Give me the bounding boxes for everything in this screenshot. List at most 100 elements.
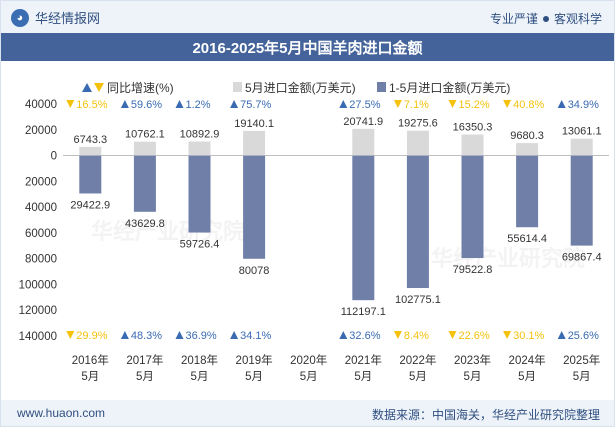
x-tick-label: 5月 — [464, 371, 482, 383]
legend-series2-label: 1-5月进口金额(万美元) — [389, 80, 510, 95]
bullet-icon — [542, 16, 549, 22]
x-tick-label: 5月 — [518, 371, 536, 383]
bar-may-value-label: 19140.1 — [234, 118, 274, 130]
x-tick-label: 2016年 — [72, 353, 109, 367]
yoy-up-triangle-icon — [230, 331, 239, 339]
bar-jan-may-value-label: 80078 — [239, 265, 270, 277]
yoy-down-triangle-icon — [393, 331, 402, 339]
y-tick-label: 40000 — [25, 99, 57, 111]
top-bar: ◕ 华经情报网 专业严谨 客观科学 — [1, 1, 614, 33]
y-tick-label: 20000 — [25, 176, 57, 188]
yoy-may-label: 27.5% — [349, 99, 380, 111]
yoy-down-triangle-icon — [66, 331, 75, 339]
yoy-jan-may-label: 29.9% — [76, 330, 107, 342]
legend-down-triangle-icon — [94, 83, 104, 92]
footer-source: 数据来源：中国海关，华经产业研究院整理 — [371, 408, 600, 422]
bar-may-value-label: 20741.9 — [343, 116, 383, 128]
bar-jan-may — [352, 155, 375, 301]
yoy-jan-may-label: 34.1% — [240, 330, 271, 342]
legend-up-triangle-icon — [82, 83, 92, 92]
bar-jan-may — [188, 155, 211, 233]
bar-may — [188, 141, 211, 156]
yoy-up-triangle-icon — [339, 331, 348, 339]
bar-jan-may-value-label: 79522.8 — [453, 264, 493, 276]
y-tick-label: 60000 — [25, 228, 57, 240]
x-tick-label: 2019年 — [236, 353, 273, 367]
watermark: 华经产业研究院 — [91, 219, 245, 244]
y-tick-label: 100000 — [19, 279, 57, 291]
chart-plot: 华经产业研究院华经产业研究院同比增速(%)5月进口金额(万美元)1-5月进口金额… — [19, 80, 609, 383]
brand-logo-icon: ◕ — [11, 8, 29, 27]
x-tick-label: 2024年 — [509, 353, 546, 367]
x-tick-label: 2021年 — [345, 353, 382, 367]
bar-may-value-label: 10892.9 — [180, 129, 220, 141]
y-tick-label: 120000 — [19, 305, 57, 317]
bar-jan-may-value-label: 29422.9 — [70, 199, 110, 211]
yoy-up-triangle-icon — [557, 331, 566, 339]
bar-may-value-label: 13061.1 — [562, 126, 602, 138]
x-tick-label: 2018年 — [181, 353, 218, 367]
bar-may — [570, 138, 593, 156]
x-tick-label: 2023年 — [454, 353, 491, 367]
bar-jan-may — [461, 155, 484, 259]
tagline-right: 客观科学 — [553, 12, 602, 26]
yoy-jan-may-label: 22.6% — [459, 330, 490, 342]
bar-jan-may — [406, 155, 429, 289]
x-tick-label: 5月 — [245, 371, 263, 383]
bar-may-value-label: 10762.1 — [125, 129, 165, 141]
footer-url: www.huaon.com — [17, 406, 106, 420]
yoy-may-label: 15.2% — [459, 99, 490, 111]
y-tick-label: 140000 — [19, 331, 57, 343]
yoy-up-triangle-icon — [120, 100, 129, 108]
yoy-down-triangle-icon — [503, 331, 512, 339]
legend-series2-swatch — [377, 82, 386, 92]
chart-title: 2016-2025年5月中国羊肉进口金额 — [1, 33, 614, 61]
yoy-down-triangle-icon — [66, 100, 75, 108]
x-tick-label: 5月 — [300, 371, 318, 383]
bar-jan-may-value-label: 59726.4 — [180, 239, 220, 251]
yoy-may-label: 59.6% — [131, 99, 162, 111]
bar-may — [79, 146, 102, 156]
yoy-up-triangle-icon — [175, 100, 184, 108]
yoy-down-triangle-icon — [393, 100, 402, 108]
bar-may — [133, 141, 156, 156]
x-tick-label: 2022年 — [399, 353, 436, 367]
yoy-may-label: 7.1% — [404, 99, 429, 111]
yoy-up-triangle-icon — [230, 100, 239, 108]
yoy-may-label: 1.2% — [186, 99, 211, 111]
bar-jan-may — [133, 155, 156, 212]
x-tick-label: 2025年 — [563, 353, 600, 367]
bar-jan-may — [570, 155, 593, 246]
yoy-jan-may-label: 36.9% — [186, 330, 217, 342]
bar-may-value-label: 6743.3 — [73, 134, 107, 146]
brand-name: 华经情报网 — [35, 11, 101, 26]
yoy-up-triangle-icon — [339, 100, 348, 108]
tagline-left: 专业严谨 — [489, 12, 538, 26]
yoy-up-triangle-icon — [120, 331, 129, 339]
bar-may — [352, 128, 375, 156]
bar-may — [243, 130, 266, 156]
x-tick-label: 5月 — [81, 371, 99, 383]
y-tick-label: 80000 — [25, 254, 57, 266]
yoy-may-label: 75.7% — [240, 99, 271, 111]
x-tick-label: 5月 — [354, 371, 372, 383]
yoy-jan-may-label: 25.6% — [568, 330, 599, 342]
brand: ◕ 华经情报网 — [11, 8, 100, 27]
yoy-down-triangle-icon — [503, 100, 512, 108]
x-tick-label: 2017年 — [126, 353, 163, 367]
bar-jan-may — [79, 155, 102, 194]
bar-may — [516, 143, 539, 156]
bar-jan-may — [516, 155, 539, 228]
bar-jan-may — [243, 155, 266, 259]
yoy-may-label: 16.5% — [76, 99, 107, 111]
yoy-down-triangle-icon — [448, 331, 457, 339]
yoy-down-triangle-icon — [448, 100, 457, 108]
x-tick-label: 5月 — [136, 371, 154, 383]
bar-jan-may-value-label: 55614.4 — [507, 233, 547, 245]
bar-jan-may-value-label: 69867.4 — [562, 252, 602, 264]
y-tick-label: 40000 — [25, 202, 57, 214]
bar-may — [461, 134, 484, 156]
yoy-jan-may-label: 48.3% — [131, 330, 162, 342]
legend-series1-label: 5月进口金额(万美元) — [245, 80, 356, 95]
